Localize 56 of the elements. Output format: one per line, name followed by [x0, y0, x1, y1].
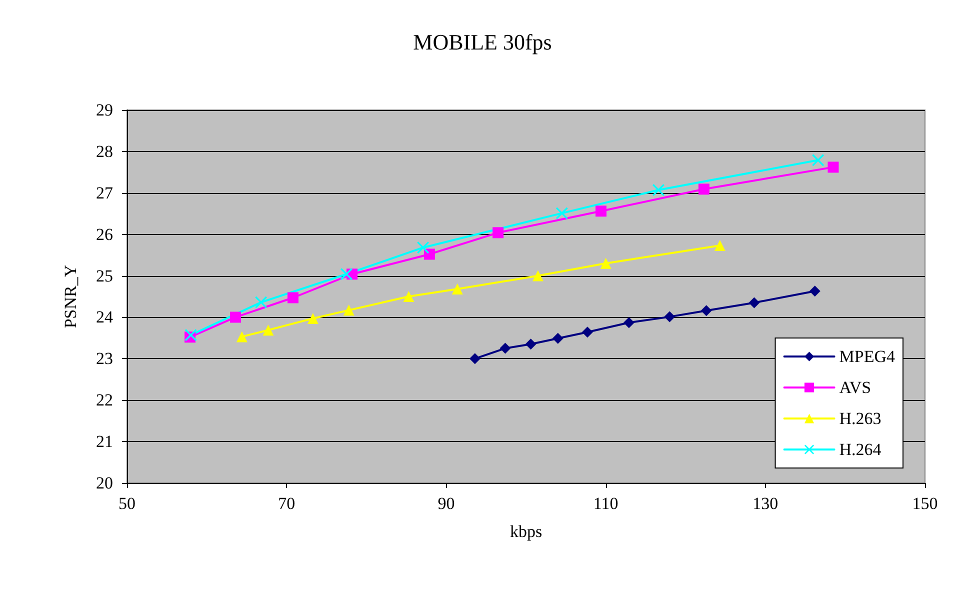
point — [417, 242, 430, 254]
point — [714, 240, 726, 252]
point — [748, 297, 760, 308]
legend-label: H.264 — [839, 440, 882, 459]
point — [525, 338, 536, 350]
point — [255, 296, 268, 308]
point — [664, 311, 676, 322]
legend-label: MPEG4 — [839, 347, 896, 366]
y-tick-label: 20 — [96, 474, 113, 492]
x-tick-label: 150 — [912, 494, 938, 513]
point — [287, 292, 298, 304]
point — [452, 284, 463, 295]
y-tick-label: 29 — [96, 100, 113, 120]
point — [582, 326, 593, 338]
x-axis-title: kbps — [510, 522, 542, 541]
point — [340, 268, 352, 280]
point — [812, 154, 824, 166]
y-tick-label: 21 — [96, 432, 113, 452]
point — [809, 286, 820, 297]
point — [623, 317, 634, 328]
y-tick-label: 28 — [96, 142, 113, 161]
point — [424, 248, 435, 260]
point — [600, 258, 612, 269]
chart-title: MOBILE 30fps — [413, 30, 552, 54]
point — [652, 184, 664, 196]
point — [700, 305, 712, 316]
point — [532, 270, 544, 282]
point — [403, 291, 414, 302]
x-tick-label: 110 — [593, 494, 618, 513]
point — [828, 162, 839, 173]
y-axis-title: PSNR_Y — [61, 264, 80, 328]
x-tick-label: 70 — [278, 494, 296, 513]
y-tick-label: 24 — [96, 308, 114, 327]
x-tick-label: 130 — [752, 494, 778, 513]
point — [230, 312, 242, 323]
legend-label: AVS — [839, 378, 872, 397]
point — [492, 227, 504, 238]
x-tick-label: 90 — [438, 494, 455, 513]
point — [552, 332, 564, 344]
point — [307, 312, 318, 324]
y-tick-label: 26 — [96, 224, 113, 244]
y-tick-label: 23 — [96, 349, 113, 368]
point — [184, 329, 197, 342]
point — [469, 353, 480, 364]
point — [343, 304, 354, 316]
point — [262, 324, 274, 336]
point — [596, 206, 607, 217]
x-tick-label: 50 — [118, 494, 136, 513]
point — [556, 207, 568, 220]
legend-label: H.263 — [839, 409, 882, 428]
point — [698, 184, 710, 195]
point — [500, 342, 511, 354]
y-tick-label: 27 — [96, 183, 114, 202]
point — [236, 331, 248, 342]
y-tick-label: 22 — [96, 390, 113, 410]
y-tick-label: 25 — [96, 266, 113, 286]
